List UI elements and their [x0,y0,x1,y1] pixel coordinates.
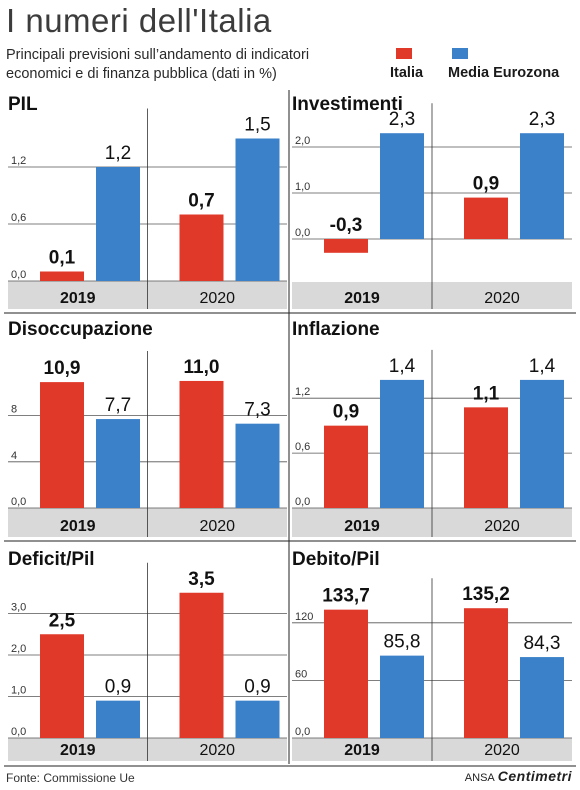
agency-label: ANSA [464,772,495,784]
panel-6-title: Debito/Pil [292,549,380,570]
panel-3-value-label-italia-2019: 10,9 [44,358,81,379]
panel-2-tick-label: 1,0 [295,181,310,193]
panel-2-bar-italia-2020 [464,197,508,239]
panel-3-bar-italia-2019 [40,382,84,508]
panel-3-title: Disoccupazione [8,319,153,340]
panel-5-bar-eurozona-2019 [96,700,140,738]
panel-4-value-label-eurozona-2020: 1,4 [529,356,556,377]
panel-3-tick-label: 4 [11,450,17,462]
panel-2-value-label-italia-2020: 0,9 [473,174,499,195]
panel-1-tick-label: 1,2 [11,155,26,167]
panel-4-tick-label: 1,2 [295,386,310,398]
panel-2-title: Investimenti [292,94,403,115]
panel-1-value-label-italia-2019: 0,1 [49,248,76,269]
panel-3-tick-label: 8 [11,404,17,416]
panel-5-bar-italia-2020 [179,592,224,738]
panel-3-bar-eurozona-2020 [235,423,280,508]
panel-1-bar-eurozona-2020 [235,138,280,281]
panel-4-category-label-2020: 2020 [484,518,520,535]
panel-1-category-label-2020: 2020 [199,290,235,307]
panel-3-value-label-italia-2020: 11,0 [184,357,220,378]
page-subtitle: Principali previsioni sull’andamento di … [6,47,310,82]
panel-3-tick-label: 0,0 [11,496,26,508]
panel-4-bar-italia-2019 [324,425,368,508]
panel-5-bar-italia-2019 [40,634,84,738]
panel-6-bar-italia-2019 [324,609,368,738]
panel-2-category-label-2019: 2019 [344,290,380,307]
legend-label-italia: Italia [390,65,424,81]
legend-swatch-italia [396,48,412,59]
panel-2-bar-italia-2019 [324,239,368,253]
panel-5-tick-label: 2,0 [11,643,26,655]
panel-3-bar-eurozona-2019 [96,419,140,508]
panel-4-bar-eurozona-2020 [520,379,564,508]
panel-5-tick-label: 1,0 [11,685,26,697]
panel-1-value-label-italia-2020: 0,7 [188,191,214,212]
panel-4-tick-label: 0,0 [295,496,310,508]
panel-1-bar-italia-2020 [179,214,224,281]
panel-3-bar-italia-2020 [179,380,224,508]
panel-5-tick-label: 3,0 [11,602,26,614]
panel-2-tick-label: 0,0 [295,227,310,239]
legend-swatch-eurozona [452,48,468,59]
panel-6-category-label-2019: 2019 [344,742,380,759]
panel-4-category-label-2019: 2019 [344,518,380,535]
panel-6-value-label-italia-2020: 135,2 [462,584,510,605]
source-note: Fonte: Commissione Ue [6,771,135,785]
panel-1-tick-label: 0,6 [11,212,26,224]
panel-5-value-label-eurozona-2019: 0,9 [105,677,131,698]
panel-3-value-label-eurozona-2019: 7,7 [105,395,131,416]
panel-6-value-label-eurozona-2020: 84,3 [524,633,561,654]
brand-logo: Centimetri [497,768,572,784]
panel-3-category-label-2019: 2019 [60,518,96,535]
panel-5-value-label-italia-2019: 2,5 [49,610,76,631]
panel-4-value-label-italia-2020: 1,1 [473,383,500,404]
panel-4-value-label-eurozona-2019: 1,4 [389,356,416,377]
panel-5-tick-label: 0,0 [11,726,26,738]
panel-2-value-label-eurozona-2020: 2,3 [529,109,555,130]
panel-2-category-label-2020: 2020 [484,290,520,307]
panel-6-value-label-italia-2019: 133,7 [322,586,370,607]
legend: Italia Media Eurozona [388,48,580,88]
panel-4-title: Inflazione [292,319,380,340]
panel-1-title: PIL [8,94,38,115]
panel-6-bar-eurozona-2020 [520,657,564,738]
panel-6-category-label-2020: 2020 [484,742,520,759]
panel-5-category-label-2020: 2020 [199,742,235,759]
panel-5-value-label-italia-2020: 3,5 [188,569,215,590]
panel-1-bar-italia-2019 [40,271,84,281]
panel-3-category-label-2020: 2020 [199,518,235,535]
panel-1-category-label-2019: 2019 [60,290,96,307]
panel-2-value-label-italia-2019: -0,3 [330,215,363,236]
panel-3-value-label-eurozona-2020: 7,3 [244,400,270,421]
panel-2-bar-eurozona-2020 [520,133,564,239]
panel-4-bar-italia-2020 [464,407,508,508]
panel-6-tick-label: 60 [295,668,307,680]
panel-6-bar-eurozona-2019 [380,655,424,738]
panel-4-value-label-italia-2019: 0,9 [333,402,359,423]
panel-2-value-label-eurozona-2019: 2,3 [389,109,415,130]
panel-5-category-label-2019: 2019 [60,742,96,759]
panel-1-bar-eurozona-2019 [96,167,140,281]
panel-6-tick-label: 120 [295,611,313,623]
credit: ANSA Centimetri [465,768,572,784]
panel-1-tick-label: 0,0 [11,269,26,281]
legend-label-eurozona: Media Eurozona [448,65,560,81]
panel-5-title: Deficit/Pil [8,549,95,570]
panel-2-bar-eurozona-2019 [380,133,424,239]
panel-2-tick-label: 2,0 [295,135,310,147]
panel-1-value-label-eurozona-2019: 1,2 [105,143,131,164]
panel-5-bar-eurozona-2020 [235,700,280,738]
panel-6-value-label-eurozona-2019: 85,8 [384,632,421,653]
panel-4-bar-eurozona-2019 [380,379,424,508]
page-title: I numeri dell'Italia [6,2,272,39]
panel-6-bar-italia-2020 [464,608,508,738]
panel-5-value-label-eurozona-2020: 0,9 [244,677,270,698]
panel-1-value-label-eurozona-2020: 1,5 [244,115,270,136]
panel-4-tick-label: 0,6 [295,441,310,453]
panel-6-tick-label: 0,0 [295,726,310,738]
